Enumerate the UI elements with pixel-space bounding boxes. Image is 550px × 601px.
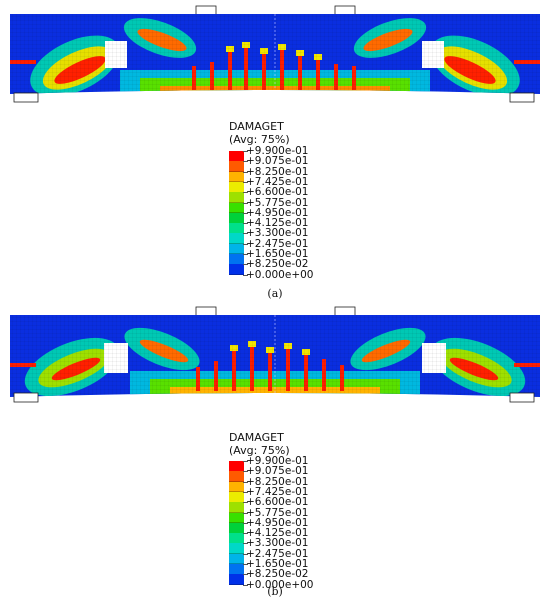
legend-subtitle: (Avg: 75%)	[229, 444, 290, 457]
legend-swatch	[229, 223, 244, 234]
legend-label: +1.650e-01	[242, 558, 309, 570]
legend-swatch	[229, 553, 244, 565]
legend-label: +8.250e-02	[242, 568, 309, 581]
legend-label: +8.250e-01	[242, 475, 309, 488]
legend-label: +8.250e-02	[242, 258, 309, 271]
legend-label: +4.950e-01	[242, 206, 309, 219]
legend-swatch	[229, 212, 244, 224]
caption-b: (b)	[267, 585, 283, 598]
legend-swatch	[229, 233, 244, 245]
legend-label: +5.775e-01	[242, 196, 309, 209]
legend-label: +5.775e-01	[242, 506, 309, 519]
legend-title: DAMAGET	[229, 120, 284, 133]
support-right	[509, 392, 535, 403]
legend-swatch	[229, 491, 244, 503]
legend-label: +4.125e-01	[242, 217, 309, 230]
legend-label: +9.900e-01	[242, 455, 309, 467]
support-left	[13, 392, 39, 403]
legend-swatch	[229, 151, 244, 162]
legend-label: +9.900e-01	[242, 145, 309, 157]
load-plate-left	[195, 5, 217, 16]
panel-b: DAMAGET (Avg: 75%) +9.900e-01 +9.075e-01 +…	[0, 305, 550, 601]
support-left	[13, 92, 39, 103]
legend-swatch	[229, 254, 244, 265]
legend-swatch	[229, 481, 244, 493]
legend-swatch	[229, 192, 244, 203]
load-plate-left	[195, 306, 217, 317]
legend-swatch	[229, 502, 244, 513]
legend-subtitle: (Avg: 75%)	[229, 133, 290, 146]
legend-label: +3.300e-01	[242, 537, 309, 550]
legend-swatch	[229, 512, 244, 524]
legend-swatch	[229, 471, 244, 483]
legend-label: +8.250e-01	[242, 165, 309, 178]
legend-swatch	[229, 243, 244, 255]
legend-swatch	[229, 171, 244, 183]
legend-swatch	[229, 564, 244, 575]
legend-color-bar	[229, 151, 244, 276]
legend-label: +1.650e-01	[242, 248, 309, 260]
legend-label: +7.425e-01	[242, 485, 309, 498]
legend-label: +9.075e-01	[242, 155, 309, 168]
legend-label: +4.125e-01	[242, 527, 309, 540]
load-plate-right	[334, 306, 356, 317]
legend-label: +7.425e-01	[242, 175, 309, 188]
beam-contour-plot-a	[10, 5, 540, 103]
legend-swatch	[229, 264, 244, 276]
support-right	[509, 92, 535, 103]
legend-swatch	[229, 161, 244, 173]
legend-label: +0.000e+00	[242, 578, 314, 591]
beam-contour-plot-b	[10, 306, 540, 403]
legend-swatch	[229, 202, 244, 214]
legend-label: +0.000e+00	[242, 268, 314, 281]
legend-swatch	[229, 522, 244, 534]
legend-swatch	[229, 181, 244, 193]
legend-swatch	[229, 543, 244, 555]
legend-label: +3.300e-01	[242, 227, 309, 240]
legend-label: +6.600e-01	[242, 186, 309, 199]
legend-label: +9.075e-01	[242, 465, 309, 478]
legend-swatch	[229, 461, 244, 472]
legend-label: +4.950e-01	[242, 516, 309, 529]
caption-a: (a)	[267, 287, 283, 300]
legend-label: +6.600e-01	[242, 496, 309, 509]
legend-color-bar	[229, 461, 244, 586]
legend-label: +2.475e-01	[242, 237, 309, 250]
legend-swatch	[229, 533, 244, 544]
legend-swatch	[229, 574, 244, 586]
legend-label: +2.475e-01	[242, 547, 309, 560]
legend-title: DAMAGET	[229, 431, 284, 444]
panel-a: DAMAGET (Avg: 75%) +9.900e-01 +9.075e-01 +…	[0, 0, 550, 300]
load-plate-right	[334, 5, 356, 16]
